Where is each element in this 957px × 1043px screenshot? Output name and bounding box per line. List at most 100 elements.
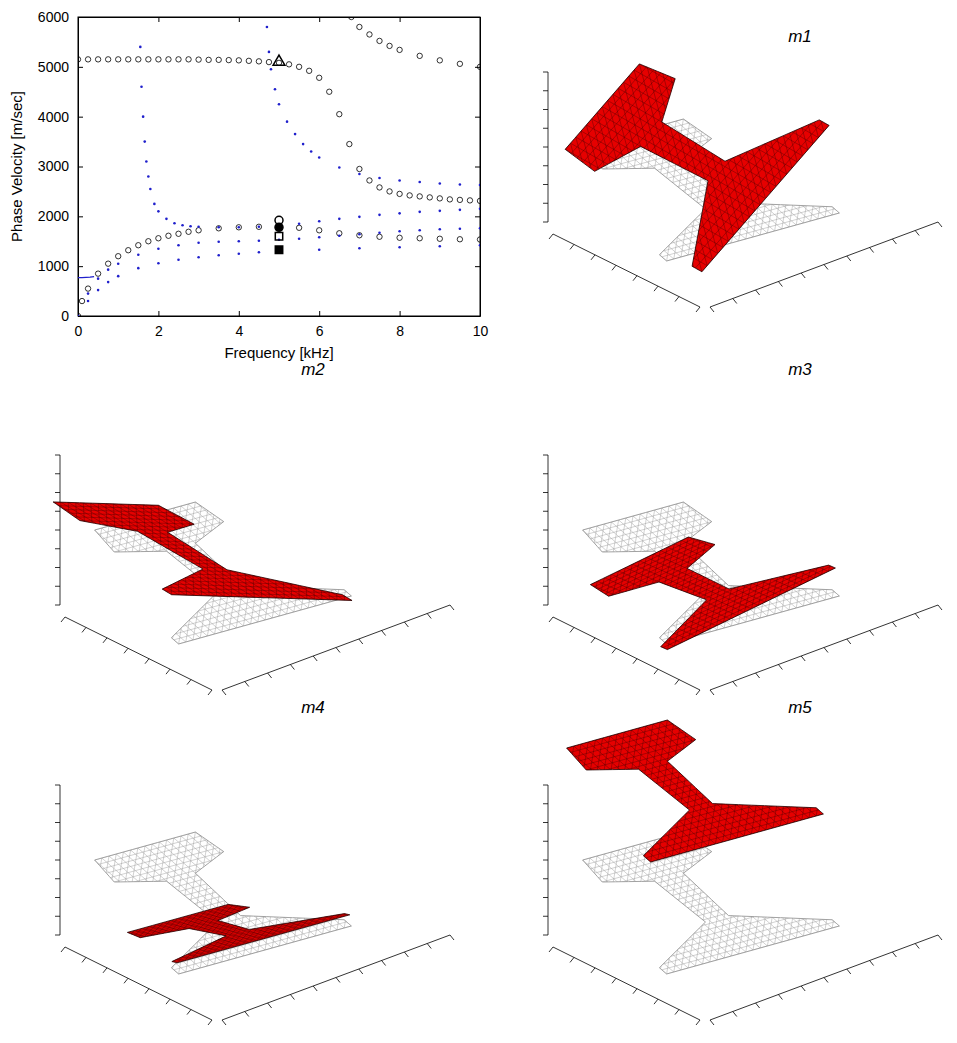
mesh-line: [564, 742, 588, 886]
mesh-line: [330, 788, 354, 932]
box-axis-tick: [290, 995, 294, 1000]
mesh-line: [761, 0, 818, 138]
data-point: [397, 191, 402, 196]
mesh-line: [344, 454, 368, 598]
mesh-line: [544, 174, 601, 388]
mesh-line: [643, 720, 667, 864]
mesh-line: [723, 520, 835, 568]
data-point: [78, 57, 81, 62]
box-axis-tick: [801, 656, 805, 661]
data-point: [337, 111, 342, 116]
data-point: [196, 228, 201, 233]
data-point: [217, 254, 220, 257]
mesh-line: [339, 511, 345, 600]
mesh-line: [539, 180, 702, 272]
data-point: [166, 57, 171, 62]
tick-mark: [475, 167, 480, 168]
mesh-line: [107, 520, 131, 664]
data-point: [166, 233, 171, 238]
mesh-line: [646, 544, 674, 660]
box-axes: [543, 455, 942, 695]
box-axis-tick: [124, 978, 128, 983]
tick: 10: [473, 311, 489, 339]
box-axis-tick: [824, 265, 828, 270]
box-axis-tick: [633, 659, 637, 664]
data-point: [459, 183, 462, 186]
data-point: [358, 216, 361, 219]
data-point: [197, 225, 200, 228]
box-axis-tick: [543, 897, 548, 898]
tick-label: 5000: [38, 59, 69, 75]
box-axis-tick: [612, 978, 616, 983]
data-point: [417, 194, 422, 199]
mesh-line: [83, 503, 89, 592]
tick-label: 10: [473, 323, 489, 339]
mesh-line: [623, 82, 680, 296]
data-point: [266, 26, 269, 29]
mesh-line: [617, 78, 744, 224]
data-point: [457, 197, 462, 202]
mesh-line: [825, 456, 849, 600]
box-axis-tick: [543, 548, 548, 549]
mesh-line: [636, 555, 804, 637]
mesh-line: [569, 526, 737, 608]
mesh-line: [658, 716, 682, 860]
tick: 4000: [38, 109, 83, 125]
box-axis-tick: [61, 947, 65, 952]
mesh-line: [708, 0, 765, 199]
mesh-line: [92, 851, 265, 899]
box-axis-tick: [55, 785, 60, 786]
mesh-line: [31, 501, 187, 595]
data-point: [217, 240, 220, 243]
mesh-line: [115, 561, 295, 567]
mesh-line: [199, 896, 257, 956]
mesh-line: [350, 854, 408, 914]
mesh-line: [106, 504, 262, 598]
deformed-mesh: [33, 854, 408, 1002]
mesh-line: [687, 9, 744, 223]
mesh-line: [83, 503, 239, 597]
mode-shape-panel: m2: [16, 360, 454, 695]
data-point: [107, 281, 110, 284]
mesh-line: [271, 509, 277, 598]
data-point: [427, 195, 432, 200]
mesh-line: [99, 940, 185, 960]
data-point: [197, 256, 200, 259]
mesh-line: [301, 510, 307, 599]
mesh-line: [593, 734, 617, 878]
mesh-line: [724, 0, 781, 180]
data-point: [397, 47, 402, 52]
mesh-line: [323, 790, 347, 934]
mesh-line: [551, 149, 575, 293]
mesh-line: [28, 508, 208, 514]
box-axis-tick: [938, 605, 942, 610]
data-point: [97, 289, 100, 292]
data-point: [140, 85, 143, 88]
mesh-outline: [583, 832, 840, 974]
data-point: [176, 57, 181, 62]
data-point: [256, 224, 261, 229]
mesh-line: [71, 860, 95, 1004]
mesh-line: [550, 746, 574, 890]
tick-label: 2: [155, 323, 163, 339]
mesh-line: [222, 488, 246, 632]
mesh-line: [76, 930, 134, 990]
mesh-line: [723, 698, 747, 842]
data-point: [216, 226, 221, 231]
mesh-line: [555, 162, 718, 254]
box-axis-tick: [55, 530, 60, 531]
box-axis-tick: [543, 473, 548, 474]
mesh-line: [703, 0, 760, 205]
tick: [475, 216, 480, 217]
mesh-line: [604, 872, 777, 920]
box-axis-tick: [313, 986, 317, 991]
mesh-line: [832, 784, 856, 928]
mesh-line: [694, 706, 718, 850]
box-axis-tick: [591, 968, 595, 973]
mesh-line: [793, 472, 821, 588]
data-point: [397, 235, 402, 240]
mesh-line: [204, 507, 210, 596]
mesh-line: [634, 70, 691, 284]
box-axis-tick: [915, 944, 919, 949]
mesh-line: [613, 94, 670, 308]
